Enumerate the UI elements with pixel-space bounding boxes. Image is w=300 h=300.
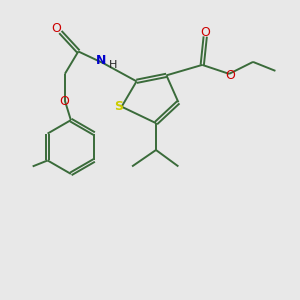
Text: O: O <box>225 69 235 82</box>
Text: O: O <box>51 22 61 35</box>
Text: H: H <box>109 60 117 70</box>
Text: S: S <box>114 100 123 113</box>
Text: N: N <box>96 54 106 67</box>
Text: O: O <box>59 95 69 108</box>
Text: O: O <box>200 26 210 39</box>
